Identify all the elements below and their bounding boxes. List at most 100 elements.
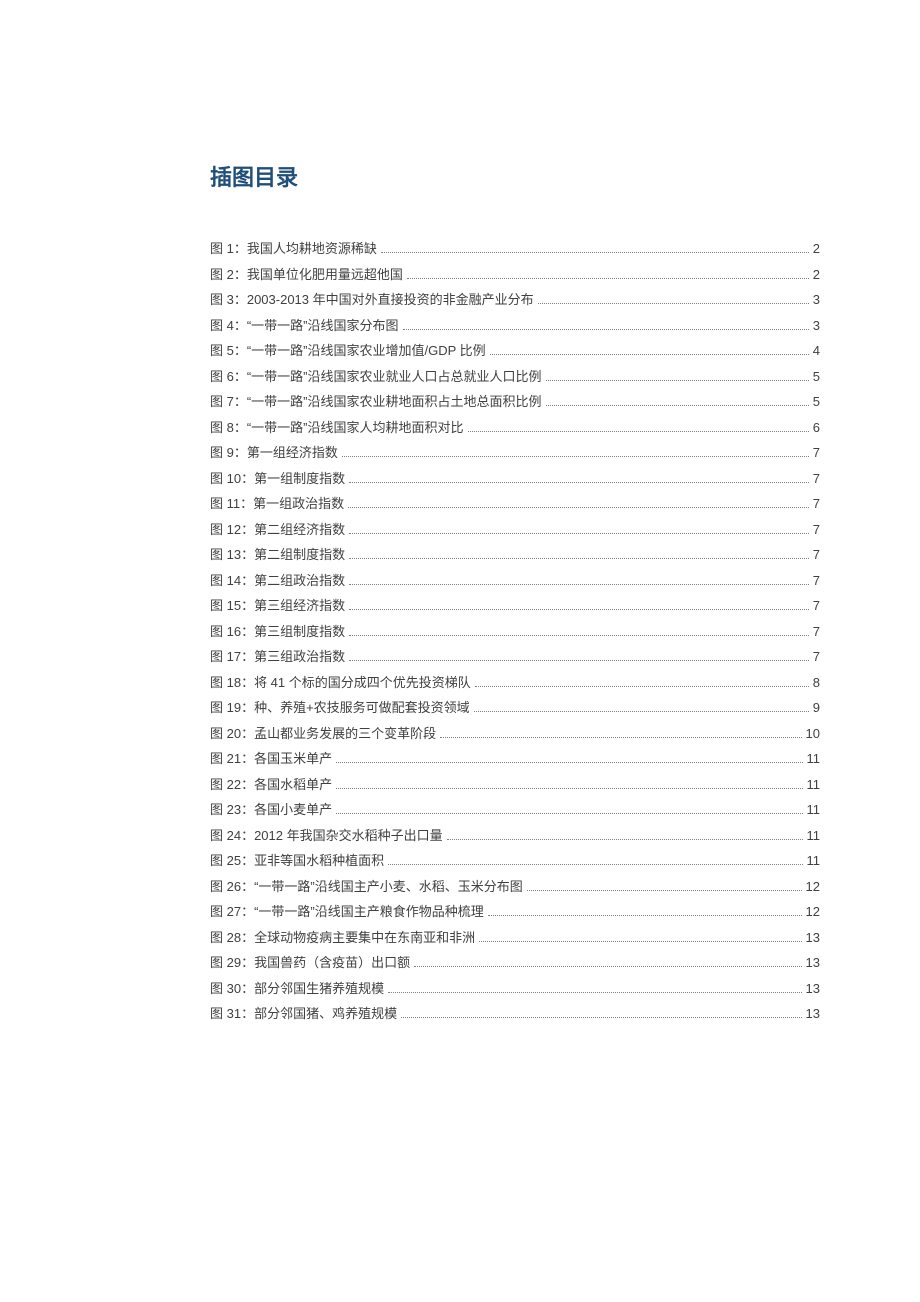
toc-entry-label: 图 2：我国单位化肥用量远超他国 [210, 268, 403, 281]
toc-entry[interactable]: 图 31：部分邻国猪、鸡养殖规模 13 [210, 1007, 820, 1021]
toc-entry[interactable]: 图 4：“一带一路”沿线国家分布图 3 [210, 319, 820, 333]
toc-entry[interactable]: 图 25：亚非等国水稻种植面积 11 [210, 854, 820, 868]
toc-leader-dots [440, 737, 801, 738]
toc-entry[interactable]: 图 13：第二组制度指数 7 [210, 548, 820, 562]
toc-entry[interactable]: 图 9：第一组经济指数 7 [210, 446, 820, 460]
toc-leader-dots [381, 252, 809, 253]
toc-entry[interactable]: 图 19：种、养殖+农技服务可做配套投资领域 9 [210, 701, 820, 715]
toc-entry[interactable]: 图 29：我国兽药（含疫苗）出口额 13 [210, 956, 820, 970]
toc-entry-page: 7 [813, 472, 820, 485]
toc-entry-label: 图 20：孟山都业务发展的三个变革阶段 [210, 727, 436, 740]
toc-entry-page: 7 [813, 650, 820, 663]
toc-entry[interactable]: 图 1：我国人均耕地资源稀缺 2 [210, 242, 820, 256]
toc-entry-page: 7 [813, 574, 820, 587]
toc-entry[interactable]: 图 24：2012 年我国杂交水稻种子出口量 11 [210, 829, 820, 843]
toc-entry-page: 11 [807, 854, 821, 867]
toc-entry-page: 11 [807, 829, 821, 842]
toc-entry-page: 5 [813, 395, 820, 408]
toc-entry-page: 7 [813, 548, 820, 561]
toc-leader-dots [447, 839, 803, 840]
toc-leader-dots [348, 507, 809, 508]
toc-entry-page: 12 [806, 905, 820, 918]
toc-leader-dots [349, 609, 809, 610]
toc-entry-page: 3 [813, 319, 820, 332]
toc-entry-label: 图 18：将 41 个标的国分成四个优先投资梯队 [210, 676, 471, 689]
toc-entry-page: 10 [806, 727, 820, 740]
toc-entry-page: 7 [813, 497, 820, 510]
toc-entry-page: 4 [813, 344, 820, 357]
toc-entry-label: 图 16：第三组制度指数 [210, 625, 345, 638]
toc-entry[interactable]: 图 28：全球动物疫病主要集中在东南亚和非洲 13 [210, 931, 820, 945]
toc-leader-dots [349, 584, 809, 585]
toc-entry[interactable]: 图 30：部分邻国生猪养殖规模 13 [210, 982, 820, 996]
toc-entry[interactable]: 图 3：2003-2013 年中国对外直接投资的非金融产业分布 3 [210, 293, 820, 307]
toc-entry-page: 5 [813, 370, 820, 383]
toc-leader-dots [349, 635, 809, 636]
toc-entry[interactable]: 图 26：“一带一路”沿线国主产小麦、水稻、玉米分布图 12 [210, 880, 820, 894]
toc-entry-page: 9 [813, 701, 820, 714]
toc-entry[interactable]: 图 11：第一组政治指数 7 [210, 497, 820, 511]
toc-entry-label: 图 19：种、养殖+农技服务可做配套投资领域 [210, 701, 470, 714]
toc-entry-page: 13 [806, 982, 820, 995]
toc-entry-label: 图 5：“一带一路”沿线国家农业增加值/GDP 比例 [210, 344, 486, 357]
toc-entry-label: 图 22：各国水稻单产 [210, 778, 332, 791]
toc-leader-dots [349, 533, 809, 534]
toc-entry-page: 13 [806, 931, 820, 944]
toc-leader-dots [474, 711, 809, 712]
toc-entry-page: 11 [807, 803, 821, 816]
toc-entry-label: 图 29：我国兽药（含疫苗）出口额 [210, 956, 410, 969]
toc-entry-label: 图 6：“一带一路”沿线国家农业就业人口占总就业人口比例 [210, 370, 542, 383]
toc-leader-dots [349, 482, 809, 483]
toc-entry[interactable]: 图 10：第一组制度指数 7 [210, 472, 820, 486]
toc-leader-dots [336, 813, 802, 814]
toc-entry[interactable]: 图 22：各国水稻单产 11 [210, 778, 820, 792]
toc-entry-label: 图 23：各国小麦单产 [210, 803, 332, 816]
toc-leader-dots [388, 864, 802, 865]
toc-leader-dots [538, 303, 809, 304]
toc-entry-label: 图 1：我国人均耕地资源稀缺 [210, 242, 377, 255]
toc-entry[interactable]: 图 14：第二组政治指数 7 [210, 574, 820, 588]
toc-entry-label: 图 17：第三组政治指数 [210, 650, 345, 663]
toc-entry[interactable]: 图 16：第三组制度指数 7 [210, 625, 820, 639]
toc-leader-dots [388, 992, 801, 993]
toc-entry-label: 图 26：“一带一路”沿线国主产小麦、水稻、玉米分布图 [210, 880, 523, 893]
toc-entry-label: 图 28：全球动物疫病主要集中在东南亚和非洲 [210, 931, 475, 944]
toc-entry[interactable]: 图 15：第三组经济指数 7 [210, 599, 820, 613]
toc-entry[interactable]: 图 27：“一带一路”沿线国主产粮食作物品种梳理 12 [210, 905, 820, 919]
toc-entry[interactable]: 图 2：我国单位化肥用量远超他国 2 [210, 268, 820, 282]
toc-entry-label: 图 7：“一带一路”沿线国家农业耕地面积占土地总面积比例 [210, 395, 542, 408]
toc-leader-dots [527, 890, 802, 891]
toc-entry[interactable]: 图 7：“一带一路”沿线国家农业耕地面积占土地总面积比例 5 [210, 395, 820, 409]
toc-entry[interactable]: 图 6：“一带一路”沿线国家农业就业人口占总就业人口比例 5 [210, 370, 820, 384]
toc-entry[interactable]: 图 21：各国玉米单产 11 [210, 752, 820, 766]
toc-entry-label: 图 11：第一组政治指数 [210, 497, 344, 510]
toc-entry-label: 图 12：第二组经济指数 [210, 523, 345, 536]
toc-entry[interactable]: 图 17：第三组政治指数 7 [210, 650, 820, 664]
toc-leader-dots [401, 1017, 801, 1018]
toc-entry-page: 11 [807, 778, 821, 791]
toc-entry-label: 图 8：“一带一路”沿线国家人均耕地面积对比 [210, 421, 464, 434]
toc-entry[interactable]: 图 23：各国小麦单产 11 [210, 803, 820, 817]
toc-entry-label: 图 27：“一带一路”沿线国主产粮食作物品种梳理 [210, 905, 484, 918]
toc-entry-label: 图 30：部分邻国生猪养殖规模 [210, 982, 384, 995]
toc-entry-page: 6 [813, 421, 820, 434]
toc-entry-label: 图 10：第一组制度指数 [210, 472, 345, 485]
toc-leader-dots [479, 941, 801, 942]
toc-entry[interactable]: 图 8：“一带一路”沿线国家人均耕地面积对比 6 [210, 421, 820, 435]
toc-entry[interactable]: 图 5：“一带一路”沿线国家农业增加值/GDP 比例 4 [210, 344, 820, 358]
toc-entry[interactable]: 图 12：第二组经济指数 7 [210, 523, 820, 537]
toc-entry-label: 图 4：“一带一路”沿线国家分布图 [210, 319, 399, 332]
toc-entry[interactable]: 图 20：孟山都业务发展的三个变革阶段 10 [210, 727, 820, 741]
toc-entry-page: 8 [813, 676, 820, 689]
toc-entry-label: 图 15：第三组经济指数 [210, 599, 345, 612]
toc-entry-page: 2 [813, 268, 820, 281]
toc-entry-label: 图 21：各国玉米单产 [210, 752, 332, 765]
toc-entry-label: 图 31：部分邻国猪、鸡养殖规模 [210, 1007, 397, 1020]
toc-leader-dots [336, 762, 802, 763]
toc-entry-label: 图 24：2012 年我国杂交水稻种子出口量 [210, 829, 443, 842]
toc-entry-label: 图 3：2003-2013 年中国对外直接投资的非金融产业分布 [210, 293, 534, 306]
toc-list: 图 1：我国人均耕地资源稀缺 2图 2：我国单位化肥用量远超他国 2图 3：20… [210, 242, 820, 1021]
toc-leader-dots [490, 354, 809, 355]
toc-entry-label: 图 14：第二组政治指数 [210, 574, 345, 587]
toc-entry[interactable]: 图 18：将 41 个标的国分成四个优先投资梯队 8 [210, 676, 820, 690]
